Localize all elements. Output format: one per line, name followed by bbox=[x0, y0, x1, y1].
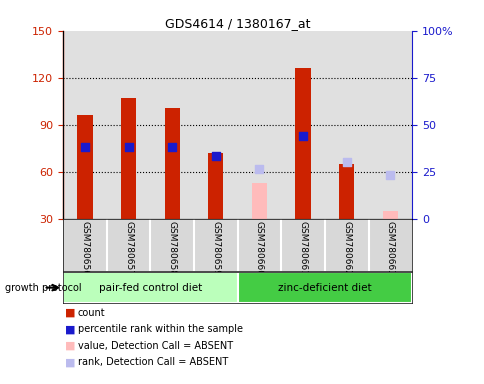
Text: ■: ■ bbox=[65, 324, 76, 334]
Bar bbox=[77, 116, 92, 219]
Text: GSM780659: GSM780659 bbox=[211, 222, 220, 276]
Text: ■: ■ bbox=[65, 358, 76, 367]
Text: ■: ■ bbox=[65, 341, 76, 351]
Point bbox=[124, 144, 132, 150]
Text: GSM780662: GSM780662 bbox=[342, 222, 350, 276]
Text: zinc-deficient diet: zinc-deficient diet bbox=[277, 283, 371, 293]
Text: ■: ■ bbox=[65, 308, 76, 318]
Text: GSM780657: GSM780657 bbox=[124, 222, 133, 276]
Text: growth protocol: growth protocol bbox=[5, 283, 81, 293]
Bar bbox=[237, 272, 411, 303]
Bar bbox=[208, 153, 223, 219]
Text: GSM780656: GSM780656 bbox=[80, 222, 89, 276]
Bar bbox=[382, 211, 397, 219]
Text: GSM780661: GSM780661 bbox=[298, 222, 307, 276]
Title: GDS4614 / 1380167_at: GDS4614 / 1380167_at bbox=[165, 17, 310, 30]
Bar bbox=[295, 68, 310, 219]
Point bbox=[81, 144, 89, 150]
Bar bbox=[338, 164, 354, 219]
Text: GSM780660: GSM780660 bbox=[255, 222, 263, 276]
Text: GSM780658: GSM780658 bbox=[167, 222, 176, 276]
Bar bbox=[121, 98, 136, 219]
Text: rank, Detection Call = ABSENT: rank, Detection Call = ABSENT bbox=[77, 358, 227, 367]
Text: pair-fed control diet: pair-fed control diet bbox=[99, 283, 201, 293]
Text: percentile rank within the sample: percentile rank within the sample bbox=[77, 324, 242, 334]
Point bbox=[342, 159, 350, 166]
Text: count: count bbox=[77, 308, 105, 318]
Point bbox=[168, 144, 176, 150]
Text: GSM780663: GSM780663 bbox=[385, 222, 394, 276]
Bar bbox=[251, 183, 267, 219]
Point bbox=[299, 133, 306, 139]
Text: value, Detection Call = ABSENT: value, Detection Call = ABSENT bbox=[77, 341, 232, 351]
Point bbox=[212, 153, 219, 159]
Bar bbox=[63, 272, 237, 303]
Point bbox=[386, 172, 393, 178]
Point bbox=[255, 166, 263, 172]
Bar bbox=[164, 108, 180, 219]
